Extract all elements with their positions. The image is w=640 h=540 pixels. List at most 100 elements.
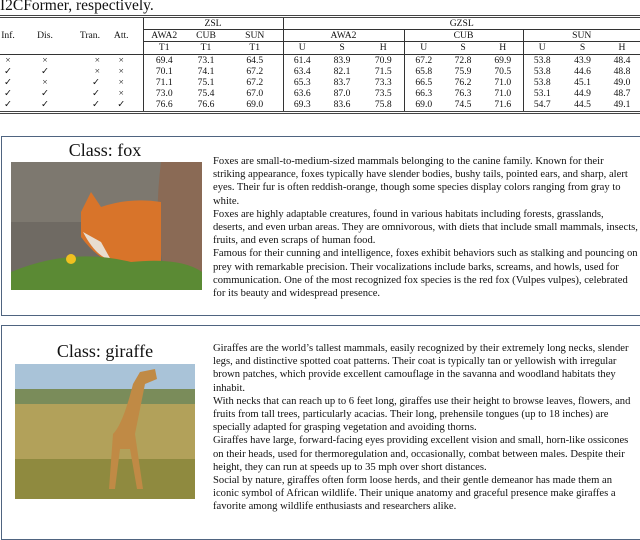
t1-header: T1	[227, 41, 283, 55]
awa2-value-cell: 82.1	[333, 65, 351, 77]
s-header: S	[561, 41, 604, 55]
zsl-value-cell: 71.1	[142, 77, 185, 89]
giraffe-description: Giraffes are the world’s tallest mammals…	[213, 342, 638, 514]
sun-value-cell: 53.8	[522, 77, 561, 89]
zsl-value-cell: 69.4	[142, 54, 185, 66]
sun-value-cell: 44.6	[574, 65, 591, 77]
cub-value-cell: 76.2	[454, 77, 472, 89]
awa2-value-cell: 71.5	[374, 65, 392, 77]
zsl-value-cell: 75.4	[197, 88, 215, 100]
table-row: × × × × 69.4 73.1 64.5 61.4 83.9 70.9 67.2 72.8 69.9…	[0, 54, 640, 66]
inf-cell: ✓	[3, 88, 13, 100]
t1-header: T1	[142, 41, 185, 55]
awa2-value-cell: 73.3	[374, 77, 392, 89]
inf-cell: ✓	[0, 99, 16, 114]
fox-paragraph: Famous for their cunning and intelligenc…	[213, 248, 638, 300]
sun-value-cell: 53.8	[522, 54, 561, 66]
cub-value-cell: 71.0	[494, 88, 512, 100]
header-gzsl: GZSL	[282, 14, 640, 31]
table-row: ✓ ✓ × × 70.1 74.1 67.2 63.4 82.1 71.5 65.8 75.9 70.5…	[0, 65, 640, 78]
cub-value-cell: 75.9	[454, 65, 472, 77]
gzsl-cub: CUB	[403, 29, 523, 43]
att-cell: ×	[118, 88, 124, 100]
zsl-awa2: AWA2	[142, 29, 185, 43]
awa2-value-cell: 83.7	[333, 77, 351, 89]
h-header: H	[483, 41, 523, 55]
fox-description: Foxes are small-to-medium-sized mammals …	[213, 155, 638, 300]
dis-cell: ×	[42, 54, 48, 66]
dis-cell: ✓	[40, 88, 50, 100]
tran-cell: ×	[94, 54, 100, 66]
sun-value-cell: 49.1	[604, 99, 640, 114]
u-header: U	[522, 41, 561, 55]
tran-cell: ✓	[91, 88, 100, 100]
sun-value-cell: 48.4	[613, 54, 631, 66]
zsl-value-cell: 67.0	[246, 88, 264, 100]
header-inf: Inf.	[0, 15, 16, 55]
cub-value-cell: 67.2	[403, 54, 443, 66]
zsl-cub: CUB	[185, 29, 227, 43]
tran-cell: ✓	[91, 77, 100, 89]
fox-paragraph: Foxes are highly adaptable creatures, fo…	[213, 208, 638, 247]
awa2-value-cell: 69.3	[282, 99, 321, 114]
awa2-value-cell: 83.6	[321, 99, 363, 114]
cub-value-cell: 69.0	[403, 99, 443, 114]
ablation-table: Inf. Dis. Tran. Att. ZSL GZSL AWA2 CUB S…	[0, 14, 640, 114]
inf-cell: ✓	[3, 65, 13, 77]
zsl-value-cell: 67.2	[246, 77, 264, 89]
awa2-value-cell: 83.9	[333, 54, 351, 66]
t1-header: T1	[185, 41, 227, 55]
awa2-value-cell: 63.4	[282, 65, 321, 78]
header-zsl: ZSL	[142, 14, 283, 31]
sun-value-cell: 54.7	[522, 99, 561, 114]
zsl-value-cell: 75.1	[197, 77, 215, 89]
awa2-value-cell: 61.4	[282, 54, 321, 66]
inf-cell: ×	[5, 54, 11, 66]
h-header: H	[604, 41, 640, 55]
sun-value-cell: 48.8	[613, 65, 631, 77]
awa2-value-cell: 73.5	[374, 88, 392, 100]
gzsl-sun: SUN	[522, 29, 640, 43]
fox-image	[11, 162, 202, 290]
awa2-value-cell: 63.6	[282, 88, 321, 100]
sun-value-cell: 44.5	[561, 99, 604, 114]
awa2-value-cell: 70.9	[374, 54, 392, 66]
s-header: S	[443, 41, 483, 55]
giraffe-paragraph: Social by nature, giraffes often form lo…	[213, 475, 616, 513]
att-cell: ×	[118, 65, 124, 77]
zsl-value-cell: 76.6	[185, 99, 227, 114]
h-header: H	[363, 41, 404, 55]
sun-value-cell: 53.1	[522, 88, 561, 100]
awa2-value-cell: 65.3	[282, 77, 321, 89]
cub-value-cell: 76.3	[454, 88, 472, 100]
cub-value-cell: 69.9	[494, 54, 512, 66]
header-att: Att.	[100, 15, 143, 55]
zsl-value-cell: 73.0	[142, 88, 185, 100]
dis-cell: ✓	[40, 65, 50, 77]
table-row: ✓ ✓ ✓ ✓ 76.6 76.6 69.0 69.3 83.6 75.8 69.0 74.5 71.6…	[0, 99, 640, 114]
sun-value-cell: 53.8	[522, 65, 561, 78]
giraffe-paragraph: Giraffes are the world’s tallest mammals…	[213, 343, 629, 394]
dis-cell: ✓	[16, 99, 74, 114]
fox-paragraph: Foxes are small-to-medium-sized mammals …	[213, 156, 628, 207]
gzsl-awa2: AWA2	[282, 29, 404, 43]
cub-value-cell: 72.8	[454, 54, 472, 66]
tran-cell: ✓	[74, 99, 100, 114]
table-row: ✓ ✓ ✓ × 73.0 75.4 67.0 63.6 87.0 73.5 66.3 76.3 71.0…	[0, 88, 640, 100]
header-dis: Dis.	[16, 15, 74, 55]
zsl-value-cell: 74.1	[197, 65, 215, 77]
sun-value-cell: 43.9	[574, 54, 591, 66]
inf-cell: ✓	[3, 77, 13, 89]
sun-value-cell: 45.1	[574, 77, 591, 89]
dis-cell: ×	[42, 77, 48, 89]
cub-value-cell: 71.0	[494, 77, 512, 89]
zsl-sun: SUN	[227, 29, 283, 43]
cub-value-cell: 65.8	[403, 65, 443, 78]
cub-value-cell: 74.5	[443, 99, 483, 114]
table-row: ✓ × ✓ × 71.1 75.1 67.2 65.3 83.7 73.3 66.5 76.2 71.0…	[0, 77, 640, 89]
awa2-value-cell: 87.0	[333, 88, 351, 100]
zsl-value-cell: 76.6	[142, 99, 185, 114]
s-header: S	[321, 41, 363, 55]
zsl-value-cell: 69.0	[227, 99, 283, 114]
cub-value-cell: 71.6	[483, 99, 523, 114]
